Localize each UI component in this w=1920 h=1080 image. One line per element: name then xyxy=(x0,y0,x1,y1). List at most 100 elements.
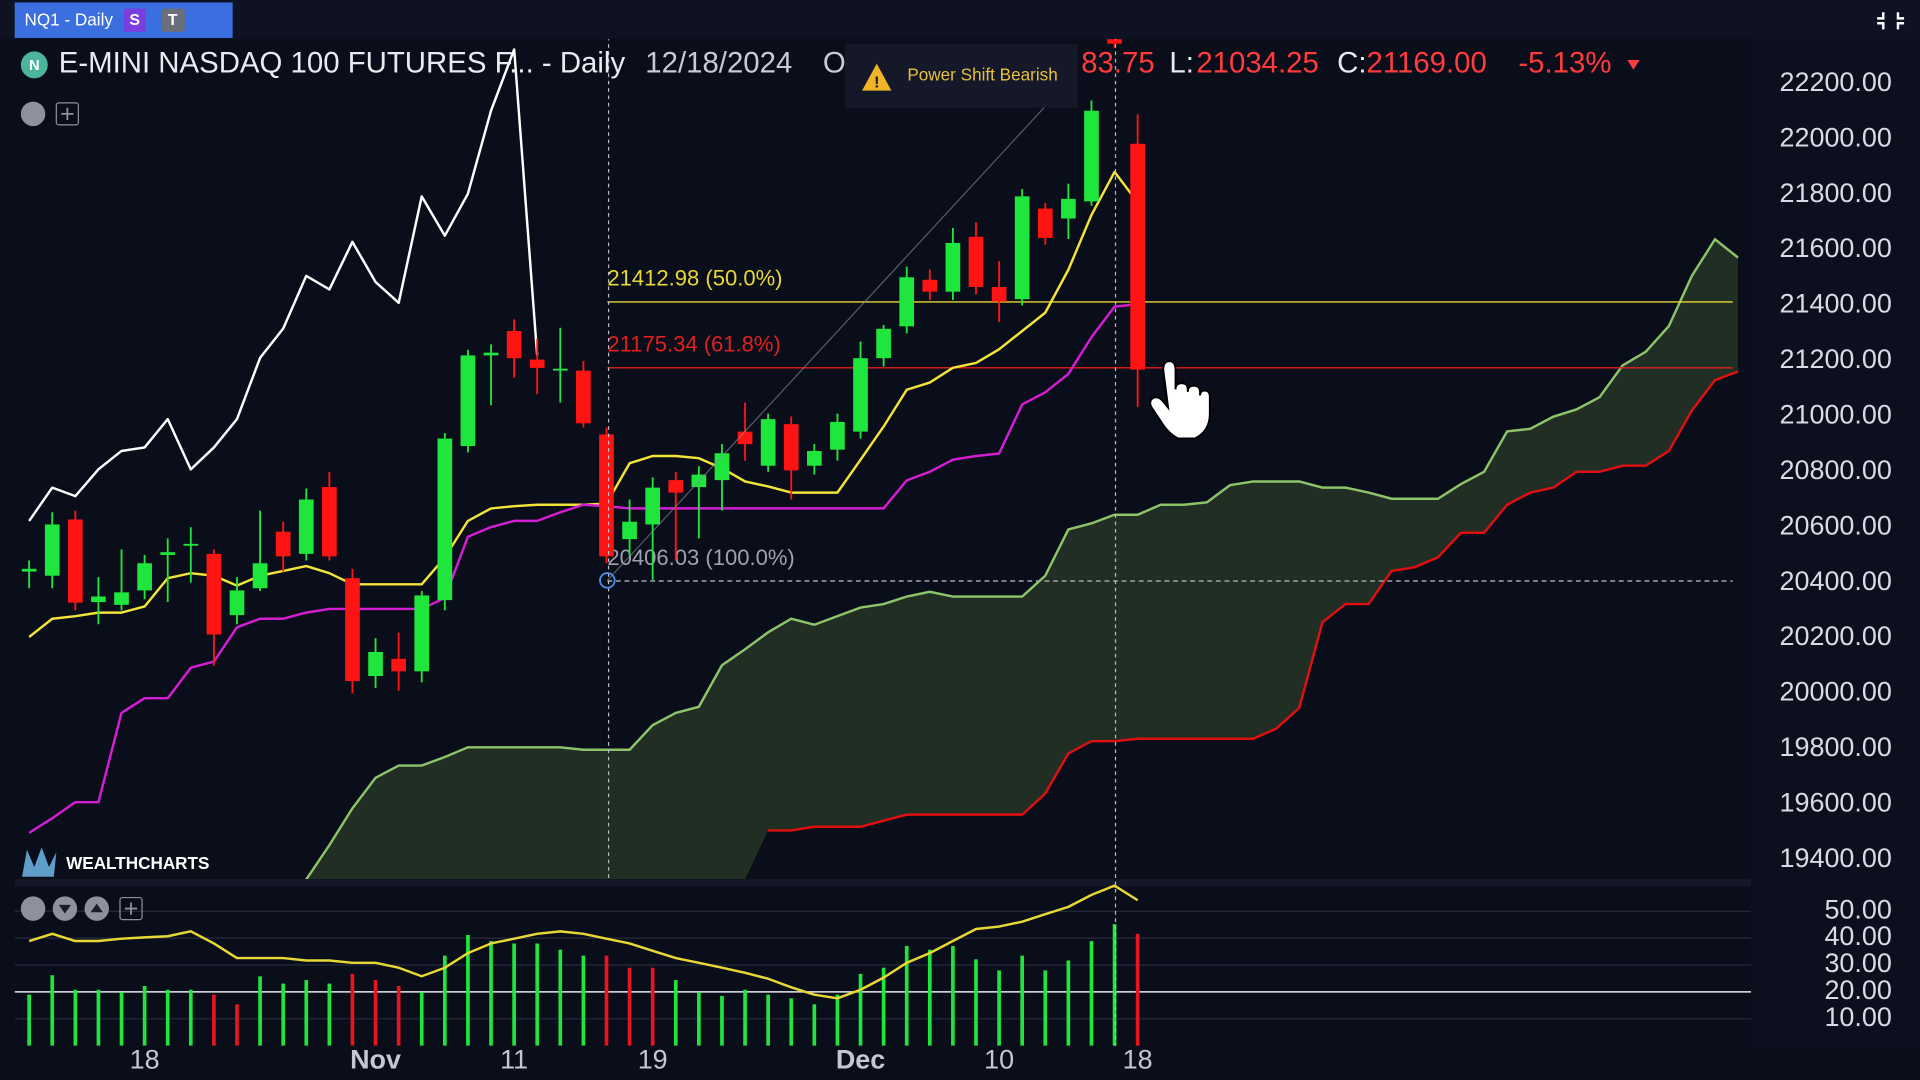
candle-body xyxy=(1014,196,1030,300)
candle-body xyxy=(668,480,684,493)
candle-body xyxy=(414,595,430,672)
y-tick-label: 20200.00 xyxy=(1780,621,1892,651)
volume-bar xyxy=(142,985,147,1046)
volume-bar xyxy=(720,995,724,1046)
candle-body xyxy=(483,352,499,356)
badge xyxy=(20,51,48,79)
volume-bar xyxy=(373,980,378,1046)
header-date: 12/18/2024 xyxy=(645,47,792,80)
axes: 19400.00 19600.00 19800.00 20000.00 20200.00… xyxy=(130,67,1892,1075)
tab-t-button[interactable] xyxy=(161,8,185,32)
volume-bar xyxy=(73,989,78,1046)
candle-body xyxy=(21,568,37,572)
top-bar xyxy=(0,0,1920,40)
alert-popup[interactable] xyxy=(844,44,1078,108)
candle-body xyxy=(783,424,799,471)
volume-bar xyxy=(927,949,932,1046)
candle-body xyxy=(991,286,1007,302)
volume-bar xyxy=(50,975,55,1046)
chart-title: E-MINI NASDAQ 100 FUTURES F... - Daily xyxy=(59,47,626,80)
y-tick-label: 20000.00 xyxy=(1780,677,1892,707)
x-tick-label: 11 xyxy=(500,1045,528,1075)
watermark: WEALTHCHARTS xyxy=(66,853,209,873)
add-button[interactable] xyxy=(55,102,79,126)
y-tick-label: 21600.00 xyxy=(1780,233,1892,263)
candle-body xyxy=(714,453,730,481)
volume-bar xyxy=(1135,933,1140,1046)
tab-t: T xyxy=(168,12,178,29)
badge-letter: N xyxy=(29,58,40,74)
volume-bar xyxy=(743,989,747,1046)
tool-button[interactable] xyxy=(20,101,46,127)
price-pane: 21412.98 (50.0%) 21175.34 (61.8%) 20406.03… xyxy=(21,36,1739,880)
y-tick-label: 20600.00 xyxy=(1780,510,1892,540)
volume-bar xyxy=(974,959,978,1046)
volume-bar xyxy=(235,1004,239,1046)
indicator-pane xyxy=(14,884,1752,1046)
cloud-lower-line xyxy=(768,370,1739,832)
candle-body xyxy=(830,421,845,450)
volume-bar xyxy=(789,998,794,1046)
candle-body xyxy=(137,563,152,591)
open-value: 83.75 xyxy=(1081,47,1155,80)
x-tick-label: 10 xyxy=(984,1045,1014,1075)
candle-body xyxy=(91,596,106,603)
plus-icon xyxy=(61,107,74,120)
tool-button[interactable] xyxy=(20,896,46,921)
volume-bar xyxy=(96,989,101,1046)
volume-bar xyxy=(835,994,840,1046)
logo-mark xyxy=(22,847,57,877)
candle-body xyxy=(576,370,591,424)
y-tick-label: 21800.00 xyxy=(1780,178,1892,208)
pane-divider xyxy=(14,879,1752,887)
volume-bar xyxy=(535,943,540,1046)
candle-body xyxy=(252,563,268,589)
candle-body xyxy=(945,242,961,292)
candle-body xyxy=(160,552,176,555)
candle-body xyxy=(1107,36,1122,44)
y-tick-label: 20.00 xyxy=(1824,975,1891,1005)
low-label: L: xyxy=(1169,47,1194,80)
volume-bar xyxy=(1089,941,1094,1046)
fullscreen-icon[interactable] xyxy=(1877,12,1905,30)
candle-body xyxy=(622,521,637,540)
anchor-point[interactable] xyxy=(599,572,616,589)
volume-bar xyxy=(766,994,770,1046)
candle-body xyxy=(206,553,222,635)
x-tick-label: Nov xyxy=(350,1045,401,1075)
drawings xyxy=(599,36,1117,880)
volume-bar xyxy=(27,994,31,1046)
close-label: C: xyxy=(1337,47,1366,80)
tab-s-button[interactable] xyxy=(123,8,146,32)
warning-mark: ! xyxy=(874,74,879,91)
y-tick-label: 20400.00 xyxy=(1780,566,1892,596)
candle-body xyxy=(460,355,476,447)
candle-body xyxy=(1130,143,1145,370)
low-value: 21034.25 xyxy=(1196,47,1319,80)
y-tick-label: 21200.00 xyxy=(1780,344,1892,374)
volume-bar xyxy=(165,989,170,1046)
fib-label: 20406.03 (100.0%) xyxy=(607,545,794,570)
volume-bar xyxy=(558,949,563,1046)
add-button[interactable] xyxy=(119,896,143,921)
volume-bar xyxy=(604,955,609,1046)
volume-bar xyxy=(1020,955,1025,1046)
y-tick-label: 30.00 xyxy=(1824,948,1891,978)
candle-body xyxy=(599,434,614,557)
y-tick-label: 50.00 xyxy=(1824,894,1891,924)
volume-bar xyxy=(281,983,286,1046)
candle-body xyxy=(391,658,406,672)
fib-label: 21175.34 (61.8%) xyxy=(607,332,781,357)
candle-body xyxy=(183,543,199,546)
chart-tools xyxy=(20,101,79,127)
candle-body xyxy=(275,531,291,557)
candle-body xyxy=(44,524,60,576)
volume-bar xyxy=(188,989,193,1046)
x-tick-label: 18 xyxy=(130,1045,160,1075)
y-tick-label: 22200.00 xyxy=(1780,67,1892,97)
y-tick-label: 21400.00 xyxy=(1780,289,1892,319)
volume-bar xyxy=(673,980,678,1046)
